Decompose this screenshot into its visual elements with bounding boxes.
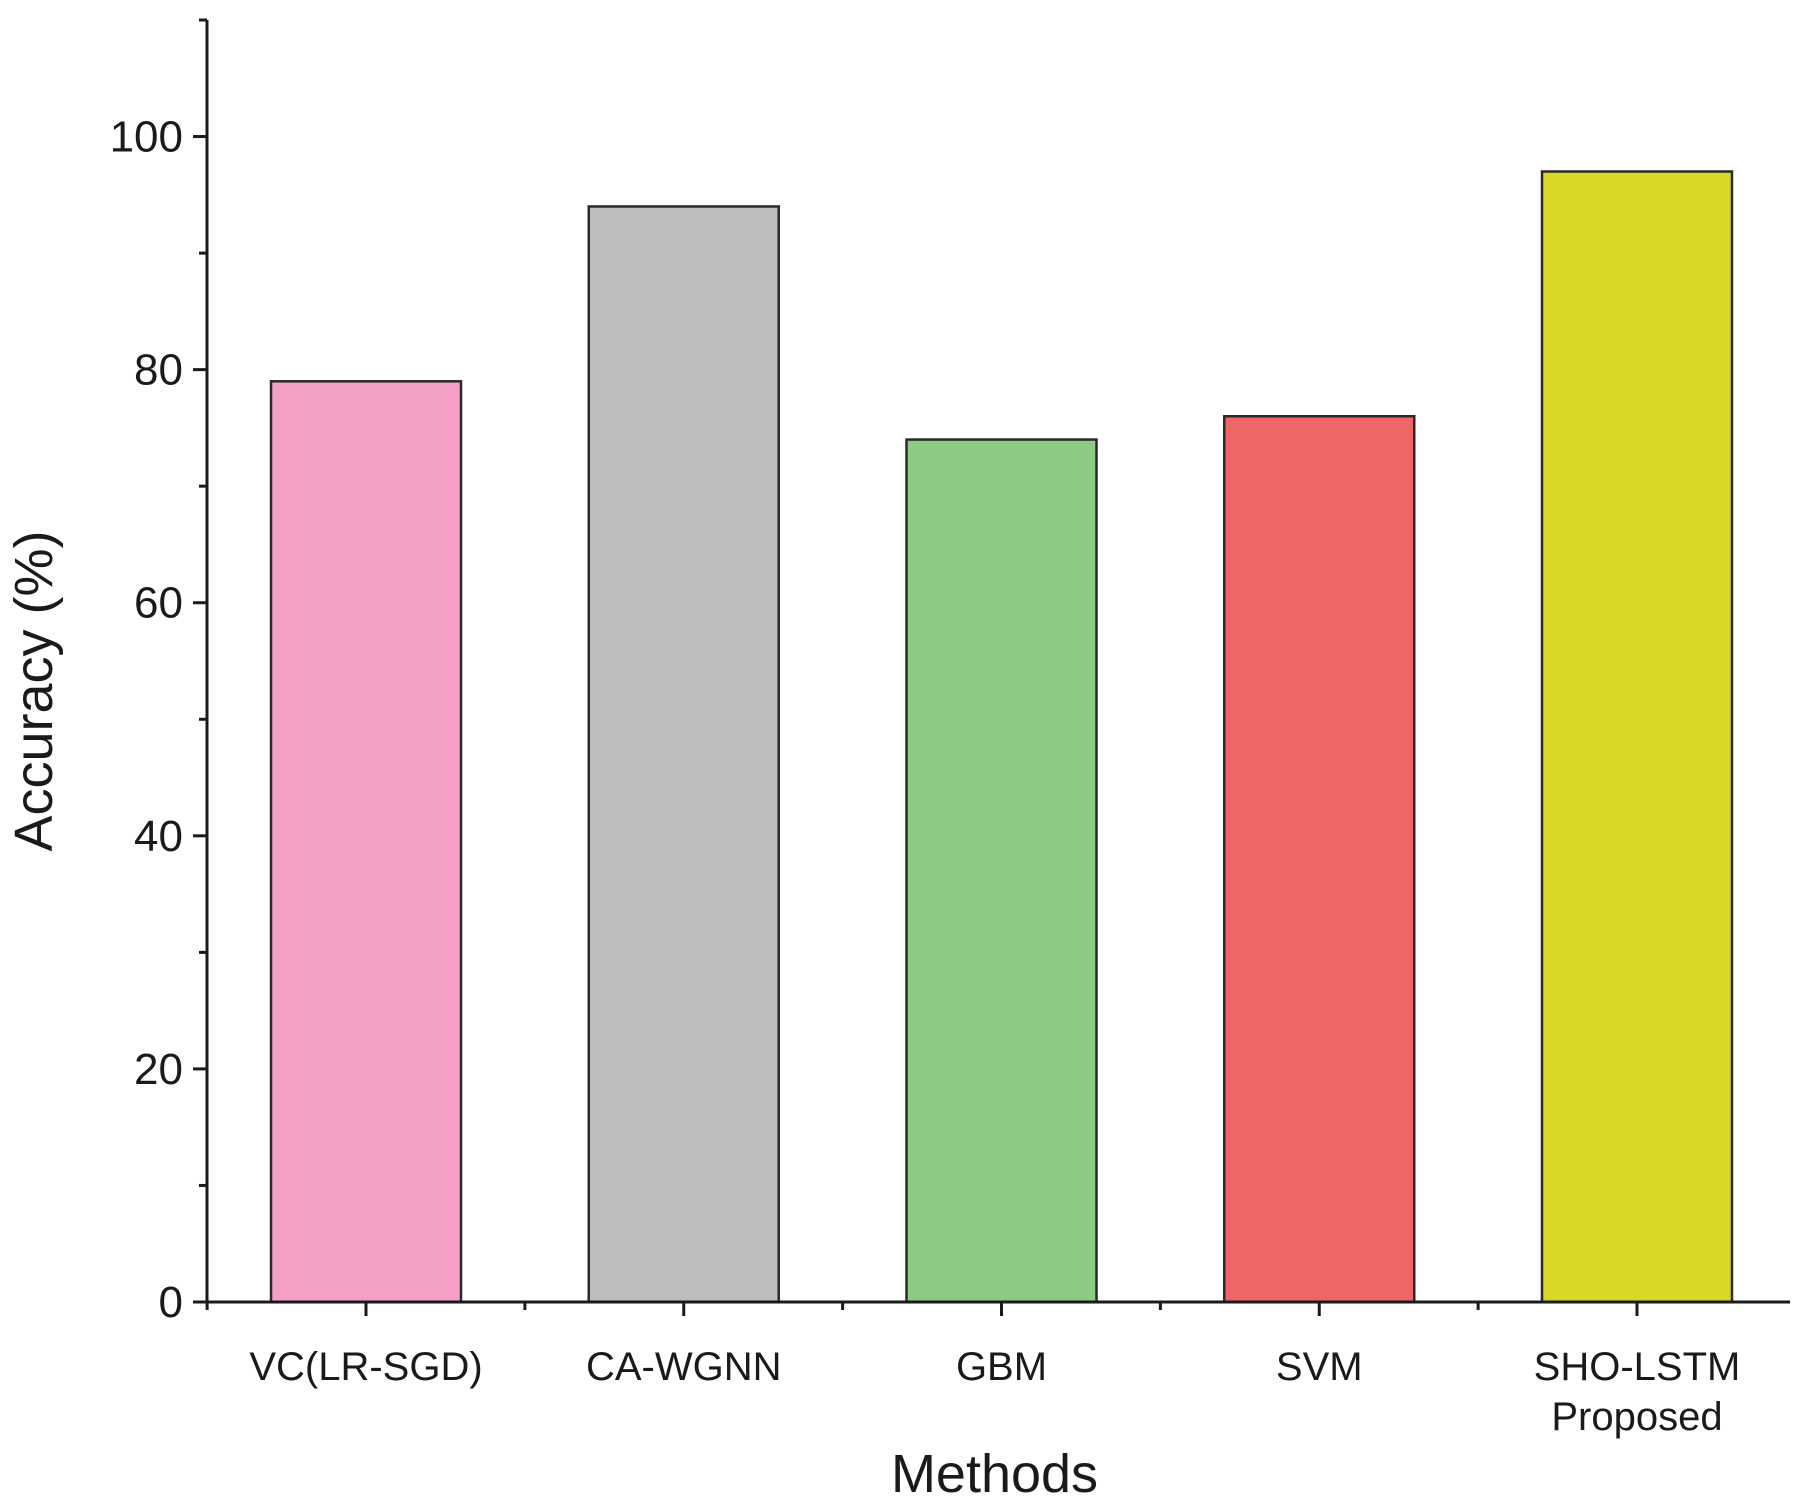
x-tick-label: CA-WGNN xyxy=(586,1345,782,1389)
y-tick-label: 0 xyxy=(159,1278,183,1327)
x-tick-label: GBM xyxy=(956,1345,1047,1389)
bars-layer xyxy=(269,170,1734,1304)
ticks-layer: 0 20 40 60 80 100 VC(LR-SGD) CA-WGNN GBM SVM SHO-L… xyxy=(110,18,1741,1439)
y-tick-label: 40 xyxy=(134,812,183,861)
bar-vc-lr-sgd xyxy=(269,380,463,1304)
bar-gbm xyxy=(905,438,1098,1304)
x-tick-label: Proposed xyxy=(1551,1395,1722,1439)
y-axis-title: Accuracy (%) xyxy=(4,530,64,851)
y-tick-label: 80 xyxy=(134,346,183,395)
y-tick-label: 100 xyxy=(110,113,183,162)
bar-sho-lstm xyxy=(1540,170,1734,1304)
bar-svm xyxy=(1223,415,1416,1304)
x-tick-label: SVM xyxy=(1276,1345,1363,1389)
axes-layer xyxy=(205,20,1790,1304)
x-axis-title: Methods xyxy=(891,1444,1098,1504)
y-tick-label: 20 xyxy=(134,1045,183,1094)
x-tick-label: SHO-LSTM xyxy=(1534,1345,1741,1389)
x-tick-label: VC(LR-SGD) xyxy=(249,1345,482,1389)
bar-ca-wgnn xyxy=(587,205,780,1304)
y-tick-label: 60 xyxy=(134,579,183,628)
